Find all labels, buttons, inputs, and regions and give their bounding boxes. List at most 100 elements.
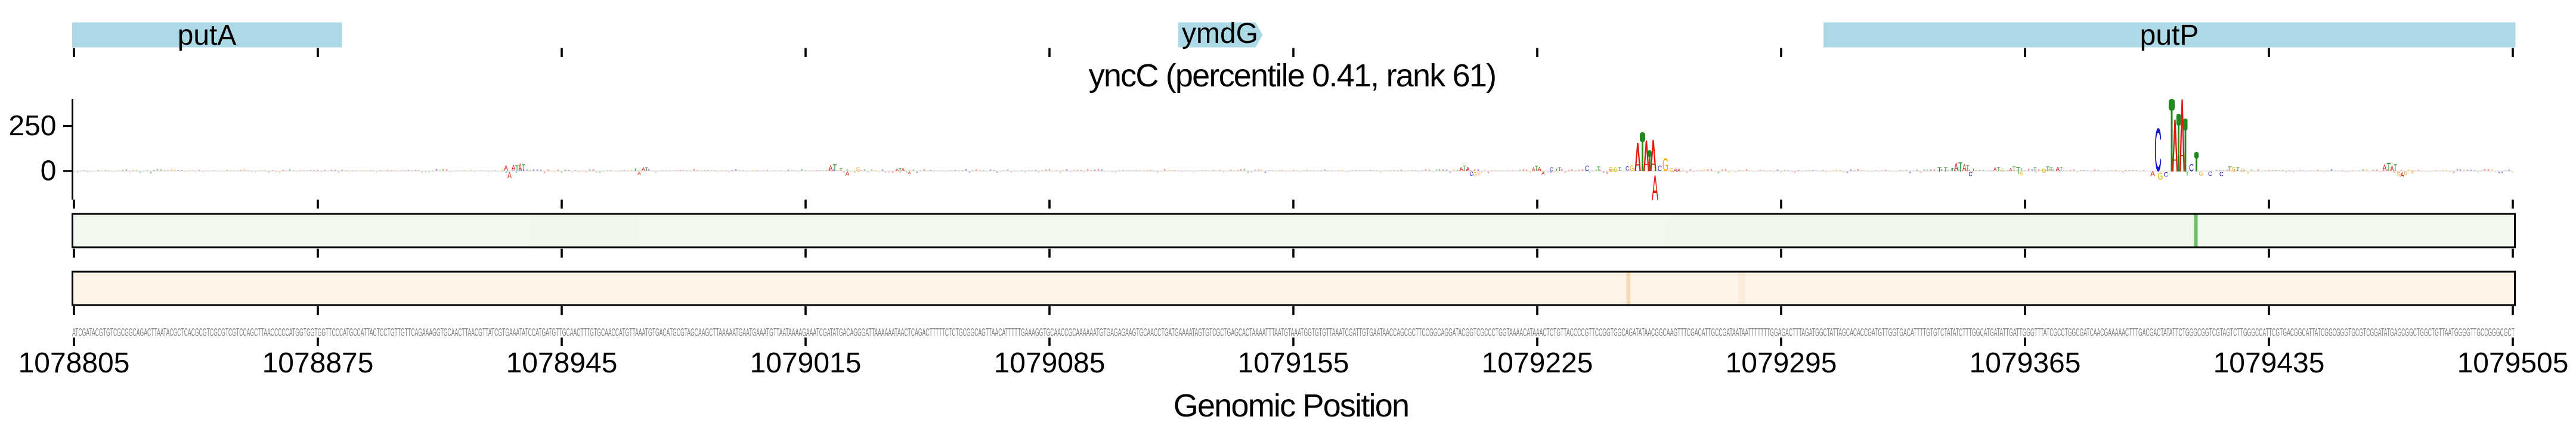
svg-text:putP: putP [2140,20,2199,51]
svg-text:T: T [2033,166,2037,172]
svg-text:C: C [1470,170,1473,177]
svg-text:A: A [2150,170,2155,178]
svg-text:G: G [1630,164,1634,173]
svg-text:G: G [856,166,860,173]
svg-text:A: A [512,163,516,173]
svg-text:putA: putA [178,20,237,51]
svg-text:1078805: 1078805 [18,347,130,379]
svg-text:G: G [2199,170,2203,176]
svg-text:C: C [2164,171,2169,178]
svg-text:T: T [1951,167,1954,172]
svg-text:1079365: 1079365 [1970,347,2081,379]
svg-text:C: C [1658,165,1662,173]
svg-text:A: A [1962,162,1967,173]
svg-text:G: G [1609,166,1613,173]
svg-text:C: C [1585,165,1589,173]
svg-text:T: T [2387,161,2391,174]
svg-text:yncC (percentile 0.41, rank 61: yncC (percentile 0.41, rank 61) [1089,58,1496,94]
svg-text:T: T [833,162,837,173]
svg-text:G: G [2404,170,2408,176]
svg-text:A: A [519,161,522,173]
svg-text:A: A [896,169,899,172]
svg-text:C: C [2219,171,2224,178]
svg-text:G: G [1614,166,1617,173]
svg-text:1079435: 1079435 [2213,347,2325,379]
svg-text:T: T [1555,169,1559,172]
svg-text:T: T [899,167,902,172]
svg-text:T: T [1463,165,1466,173]
svg-text:T: T [1535,165,1538,173]
svg-text:A: A [1674,167,1677,173]
svg-text:1079085: 1079085 [994,347,1106,379]
svg-text:T: T [1966,164,1970,173]
svg-text:G: G [2001,169,2004,173]
svg-text:T: T [1618,166,1621,173]
svg-text:C: C [1550,166,1553,172]
svg-text:1079225: 1079225 [1482,347,1593,379]
svg-text:G: G [1473,171,1477,179]
svg-text:T: T [2228,166,2232,173]
svg-text:1079505: 1079505 [2457,347,2569,379]
svg-text:A: A [2010,167,2012,172]
svg-text:T: T [1958,160,1962,175]
svg-text:A: A [1459,167,1464,173]
svg-text:C: C [2154,115,2162,184]
svg-text:T: T [1558,167,1561,172]
svg-text:T: T [645,167,648,172]
svg-text:G: G [2158,171,2163,182]
svg-text:T: T [2060,166,2063,173]
svg-text:1079155: 1079155 [1238,347,1349,379]
svg-text:ATCGATACGTGTCGCGGCAGACTTAATACG: ATCGATACGTGTCGCGGCAGACTTAATACGCTCACGCGTC… [72,327,2515,338]
svg-text:A: A [637,170,641,176]
svg-text:T: T [2185,171,2189,176]
svg-text:G: G [2241,168,2244,173]
svg-text:C: C [1626,165,1629,172]
svg-text:A: A [2401,172,2404,179]
svg-text:C: C [2208,171,2212,178]
svg-text:A: A [2383,163,2387,173]
svg-text:A: A [507,171,512,181]
svg-text:A: A [1993,166,1997,172]
svg-text:G: G [2042,167,2046,174]
svg-text:A: A [1954,161,1958,174]
svg-text:A: A [642,166,645,172]
svg-text:A: A [902,167,905,172]
svg-text:A: A [1652,169,1658,209]
svg-text:T: T [1997,166,2001,172]
svg-text:A: A [504,163,508,173]
svg-text:T: T [2016,166,2020,177]
svg-text:T: T [840,167,843,172]
svg-text:A: A [829,164,834,173]
svg-text:1079295: 1079295 [1726,347,1837,379]
svg-text:ymdG: ymdG [1182,18,1258,49]
svg-text:T: T [2012,165,2017,173]
svg-text:0: 0 [41,156,57,187]
svg-text:1079015: 1079015 [750,347,862,379]
svg-text:T: T [1937,167,1942,173]
svg-text:G: G [2020,170,2024,176]
svg-text:Genomic Position: Genomic Position [1174,388,1408,424]
svg-text:T: T [522,163,525,173]
svg-text:A: A [908,172,912,175]
svg-text:T: T [1944,166,1948,173]
svg-text:A: A [846,171,850,177]
svg-text:G: G [1662,155,1668,175]
svg-text:1078875: 1078875 [262,347,374,379]
svg-text:T: T [2046,165,2050,173]
svg-text:T: T [634,169,637,172]
svg-text:A: A [2056,166,2060,172]
svg-text:G: G [2411,170,2414,175]
svg-text:A: A [1466,166,1470,172]
svg-text:T: T [1972,169,1976,172]
svg-text:G: G [2232,166,2236,174]
svg-text:G: G [1670,167,1673,173]
svg-text:T: T [2050,167,2053,172]
svg-text:C: C [1969,171,1973,178]
svg-text:250: 250 [8,110,56,142]
svg-text:A: A [1532,166,1535,172]
svg-text:A: A [1677,167,1680,173]
svg-text:C: C [2189,163,2194,174]
svg-text:G: G [2397,171,2401,179]
svg-text:1078945: 1078945 [506,347,618,379]
svg-text:T: T [2394,163,2397,173]
